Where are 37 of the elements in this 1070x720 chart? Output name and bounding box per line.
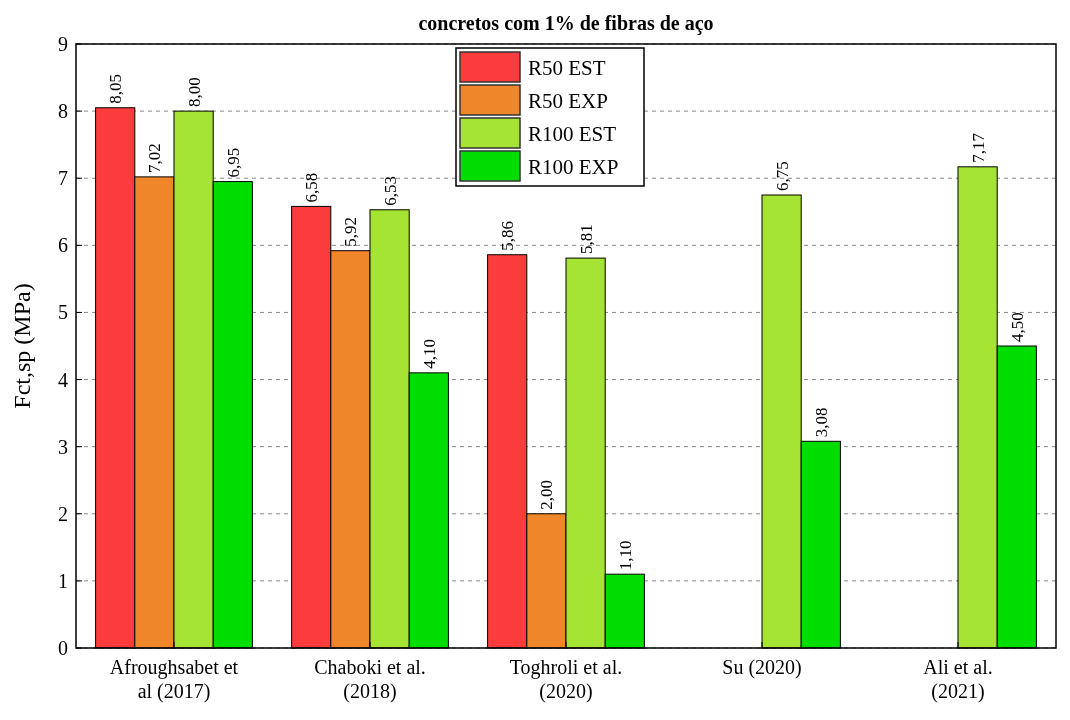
- y-tick-label: 1: [58, 569, 68, 592]
- data-label: 6,95: [223, 147, 243, 178]
- y-tick-label: 4: [58, 368, 68, 391]
- data-label: 5,81: [576, 224, 596, 255]
- x-tick-label: Afroughsabet et al (2017): [109, 656, 239, 703]
- data-label: 3,08: [811, 407, 831, 438]
- legend-label: R100 EXP: [528, 155, 619, 179]
- data-label: 2,00: [537, 480, 557, 510]
- data-label: 6,53: [380, 176, 400, 206]
- legend-label: R50 EST: [528, 56, 606, 80]
- data-label: 6,75: [772, 161, 792, 191]
- data-label: 4,10: [419, 339, 439, 369]
- data-label: 8,00: [184, 77, 204, 108]
- data-label: 4,50: [1007, 312, 1027, 342]
- y-tick-label: 2: [58, 502, 68, 525]
- y-tick-label: 9: [58, 33, 68, 55]
- data-label: 5,86: [498, 220, 518, 251]
- data-label: 7,02: [145, 143, 165, 173]
- x-tick-label: Su (2020): [722, 656, 802, 679]
- data-label: 6,58: [302, 172, 322, 203]
- data-label: 1,10: [615, 540, 635, 571]
- x-tick-label: Chaboki et al. (2018): [314, 656, 426, 703]
- legend-label: R100 EST: [528, 122, 617, 146]
- y-tick-label: 6: [58, 234, 68, 257]
- chart-title: concretos com 1% de fibras de aço: [418, 12, 714, 35]
- y-tick-label: 7: [58, 167, 68, 190]
- data-label: 5,92: [341, 216, 361, 247]
- y-tick-label: 3: [58, 435, 68, 458]
- data-label: 8,05: [106, 74, 126, 104]
- y-tick-label: 5: [58, 301, 68, 324]
- x-tick-label: Ali et al. (2021): [923, 656, 993, 703]
- y-tick-label: 0: [58, 637, 68, 659]
- y-tick-label: 8: [58, 100, 68, 123]
- y-axis-title: Fct,sp (MPa): [9, 283, 35, 409]
- x-tick-label: Toghroli et al. (2020): [509, 656, 623, 703]
- data-label: 7,17: [968, 132, 988, 163]
- legend-label: R50 EXP: [528, 89, 608, 113]
